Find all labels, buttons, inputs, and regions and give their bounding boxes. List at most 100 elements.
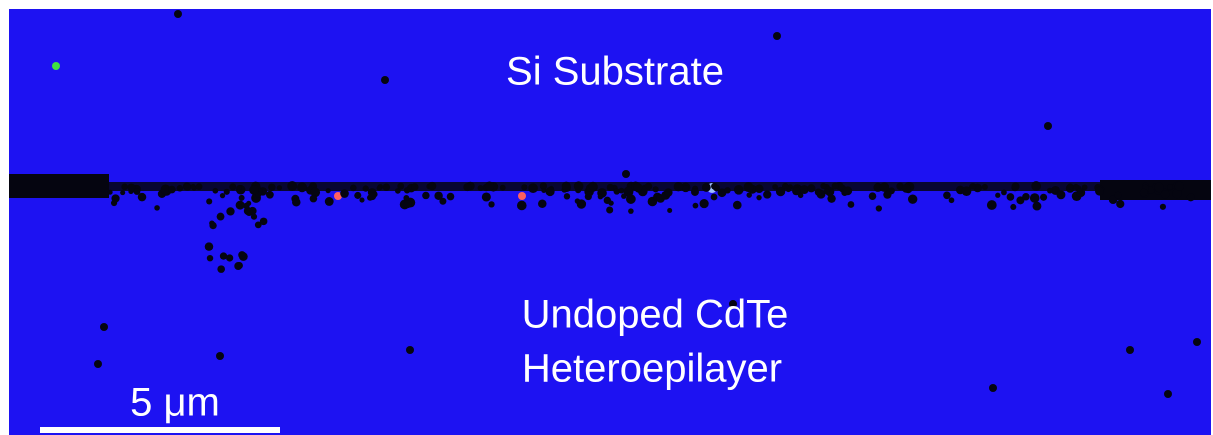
defect (377, 186, 382, 191)
defect (121, 184, 128, 191)
defect (217, 265, 225, 273)
defect (734, 185, 744, 195)
defect (1056, 190, 1065, 199)
defect (463, 183, 471, 191)
defect (664, 188, 673, 197)
defect (995, 193, 1000, 198)
defect (724, 187, 730, 193)
defect (213, 188, 219, 194)
defect (359, 198, 364, 203)
defect (756, 195, 761, 200)
defect (606, 206, 613, 213)
defect (422, 192, 429, 199)
defect (246, 201, 251, 206)
micrograph: Si Substrate Undoped CdTe Heteroepilayer… (0, 0, 1213, 435)
defect (209, 222, 216, 229)
defect (383, 183, 390, 190)
defect (1095, 187, 1104, 196)
defect (869, 192, 877, 200)
defect (538, 199, 547, 208)
defect (908, 194, 917, 203)
defect (700, 199, 709, 208)
defect (691, 188, 699, 196)
defect (575, 198, 580, 203)
defect (987, 200, 997, 210)
defect (763, 190, 771, 198)
defect (234, 262, 242, 270)
defect (297, 182, 307, 192)
defect (485, 181, 494, 190)
defect (238, 251, 246, 259)
defect (1047, 188, 1053, 194)
defect (667, 208, 672, 213)
defect (216, 352, 224, 360)
region-label: Si Substrate (506, 50, 724, 94)
defect (702, 183, 711, 192)
defect (962, 186, 972, 196)
defect (268, 184, 275, 191)
defect (447, 193, 455, 201)
defect (325, 197, 334, 206)
defect (792, 187, 800, 195)
defect (1030, 193, 1040, 203)
defect (1077, 188, 1082, 193)
defect (260, 218, 268, 226)
defect (773, 32, 781, 40)
defect (100, 323, 108, 331)
defect (381, 76, 389, 84)
defect (206, 198, 212, 204)
defect (674, 182, 683, 191)
defect (220, 252, 227, 259)
defect (177, 185, 183, 191)
defect (488, 201, 494, 207)
defect (1161, 190, 1170, 199)
defect (1010, 204, 1016, 210)
defect (406, 346, 414, 354)
defect (174, 10, 182, 18)
defect (1012, 182, 1020, 190)
defect (154, 205, 160, 211)
defect (800, 185, 809, 194)
defect (626, 194, 636, 204)
defect (820, 183, 826, 189)
defect (249, 185, 259, 195)
defect (120, 190, 125, 195)
defect (111, 194, 119, 202)
defect (1116, 200, 1124, 208)
defect (482, 192, 491, 201)
defect (682, 185, 689, 192)
defect (1164, 390, 1172, 398)
defect (266, 191, 274, 199)
defect (397, 183, 404, 190)
defect (598, 194, 603, 199)
defect (287, 181, 297, 191)
defect (292, 198, 300, 206)
defect (205, 242, 213, 250)
defect (428, 182, 436, 190)
defect (340, 189, 349, 198)
defect (943, 191, 951, 199)
defect (711, 194, 718, 201)
defect (237, 185, 242, 190)
defect (1167, 184, 1173, 190)
defect (693, 203, 699, 209)
defect (226, 207, 234, 215)
defect (815, 188, 822, 195)
region-label: Heteroepilayer (522, 347, 782, 391)
defect (128, 184, 136, 192)
defect (824, 188, 830, 194)
defect (404, 200, 412, 208)
defect (622, 170, 630, 178)
region-label: Undoped CdTe (522, 293, 789, 337)
defect (368, 192, 376, 200)
defect (277, 185, 282, 190)
defect (562, 182, 571, 191)
defect (1193, 338, 1201, 346)
defect (782, 183, 788, 189)
defect (1033, 202, 1042, 211)
defect (653, 186, 659, 192)
defect-cluster (9, 174, 109, 198)
defect (1044, 122, 1052, 130)
defect (196, 183, 203, 190)
defect (411, 183, 418, 190)
